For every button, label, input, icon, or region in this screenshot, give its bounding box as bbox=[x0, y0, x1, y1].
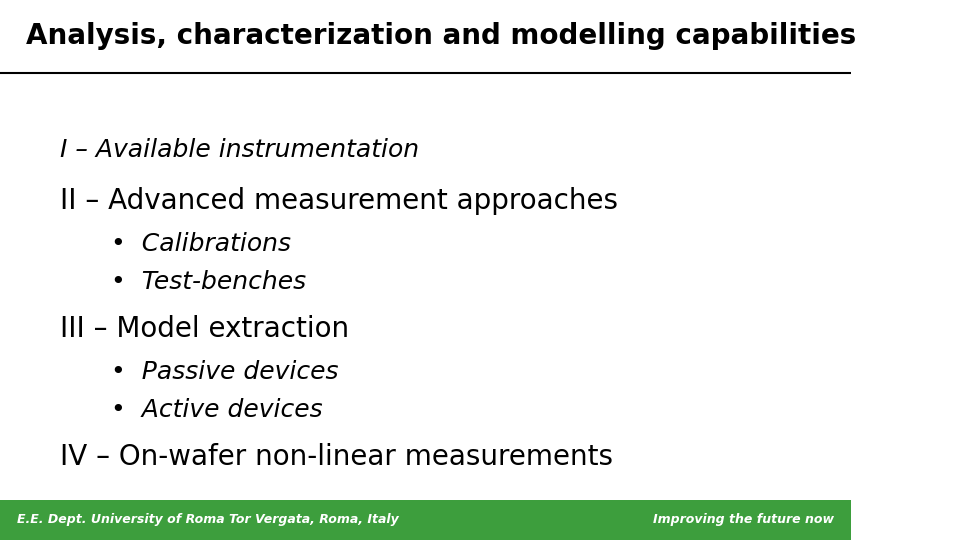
Text: •  Active devices: • Active devices bbox=[110, 398, 323, 422]
Bar bbox=[0, 500, 852, 540]
Text: E.E. Dept. University of Roma Tor Vergata, Roma, Italy: E.E. Dept. University of Roma Tor Vergat… bbox=[17, 513, 398, 526]
Text: •  Calibrations: • Calibrations bbox=[110, 232, 291, 255]
Text: Improving the future now: Improving the future now bbox=[654, 513, 834, 526]
Text: •  Passive devices: • Passive devices bbox=[110, 360, 338, 383]
Text: •  Test-benches: • Test-benches bbox=[110, 270, 306, 294]
Text: III – Model extraction: III – Model extraction bbox=[60, 315, 348, 343]
Bar bbox=[0, 0, 852, 73]
Text: II – Advanced measurement approaches: II – Advanced measurement approaches bbox=[60, 187, 617, 215]
Text: Analysis, characterization and modelling capabilities: Analysis, characterization and modelling… bbox=[26, 23, 855, 50]
Text: IV – On-wafer non-linear measurements: IV – On-wafer non-linear measurements bbox=[60, 443, 612, 471]
Text: I – Available instrumentation: I – Available instrumentation bbox=[60, 138, 419, 161]
